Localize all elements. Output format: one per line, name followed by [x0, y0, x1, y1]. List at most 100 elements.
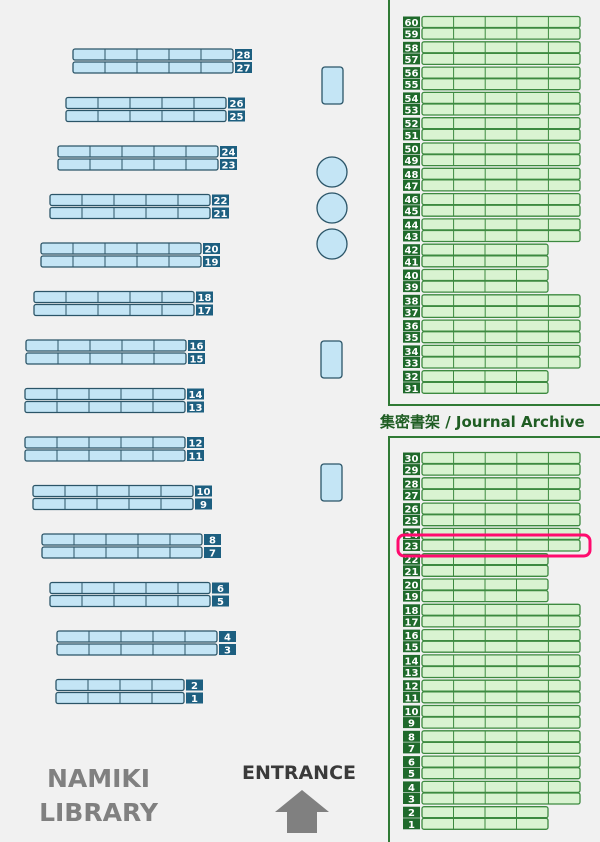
shelf-body[interactable] [421, 27, 581, 40]
shelf-archive-upper-56[interactable] [421, 66, 581, 79]
shelf-archive-upper-47[interactable] [421, 179, 581, 192]
shelf-7[interactable] [41, 546, 203, 559]
shelf-body[interactable] [421, 665, 581, 679]
shelf-body[interactable] [421, 640, 581, 653]
shelf-archive-upper-49[interactable] [421, 153, 581, 167]
shelf-26[interactable] [65, 96, 227, 110]
shelf-28[interactable] [72, 48, 234, 61]
shelf-body[interactable] [65, 109, 227, 123]
shelf-archive-upper-51[interactable] [421, 128, 581, 141]
shelf-archive-upper-35[interactable] [421, 331, 581, 344]
shelf-archive-lower-15[interactable] [421, 640, 581, 653]
shelf-body[interactable] [421, 654, 581, 667]
shelf-body[interactable] [421, 331, 581, 344]
shelf-body[interactable] [421, 730, 581, 743]
shelf-body[interactable] [40, 255, 202, 268]
shelf-archive-lower-3[interactable] [421, 792, 581, 805]
shelf-11[interactable] [24, 449, 186, 462]
shelf-body[interactable] [421, 451, 581, 465]
shelf-body[interactable] [49, 581, 211, 595]
shelf-body[interactable] [33, 290, 195, 304]
shelf-archive-lower-6[interactable] [421, 755, 581, 768]
shelf-13[interactable] [24, 400, 186, 414]
shelf-archive-lower-29[interactable] [421, 463, 581, 476]
shelf-body[interactable] [421, 52, 581, 66]
shelf-archive-upper-33[interactable] [421, 356, 581, 369]
shelf-body[interactable] [24, 449, 186, 462]
shelf-body[interactable] [421, 218, 581, 231]
shelf-archive-upper-34[interactable] [421, 344, 581, 358]
shelf-1[interactable] [55, 691, 185, 705]
shelf-body[interactable] [421, 628, 581, 642]
shelf-body[interactable] [421, 792, 581, 805]
shelf-5[interactable] [49, 594, 211, 608]
shelf-archive-upper-58[interactable] [421, 41, 581, 54]
shelf-body[interactable] [421, 41, 581, 54]
shelf-archive-upper-32[interactable] [421, 370, 549, 383]
shelf-archive-lower-20[interactable] [421, 578, 549, 591]
shelf-body[interactable] [421, 344, 581, 358]
shelf-archive-upper-53[interactable] [421, 103, 581, 116]
shelf-15[interactable] [25, 352, 187, 365]
shelf-body[interactable] [421, 463, 581, 476]
shelf-archive-lower-30[interactable] [421, 451, 581, 465]
shelf-body[interactable] [33, 303, 195, 317]
shelf-3[interactable] [56, 643, 218, 656]
shelf-archive-upper-60[interactable] [421, 15, 581, 29]
shelf-body[interactable] [40, 242, 202, 255]
shelf-archive-lower-25[interactable] [421, 514, 581, 527]
shelf-archive-lower-26[interactable] [421, 502, 581, 515]
shelf-6[interactable] [49, 581, 211, 595]
shelf-body[interactable] [421, 91, 581, 105]
shelf-archive-upper-52[interactable] [421, 117, 581, 130]
shelf-body[interactable] [421, 514, 581, 527]
shelf-archive-upper-40[interactable] [421, 268, 549, 282]
shelf-body[interactable] [421, 305, 581, 319]
shelf-body[interactable] [421, 142, 581, 155]
shelf-27[interactable] [72, 61, 234, 74]
shelf-body[interactable] [421, 603, 581, 616]
shelf-body[interactable] [421, 539, 581, 552]
shelf-body[interactable] [421, 679, 581, 692]
shelf-archive-lower-8[interactable] [421, 730, 581, 743]
shelf-archive-lower-17[interactable] [421, 615, 581, 628]
shelf-body[interactable] [57, 158, 219, 171]
shelf-body[interactable] [49, 206, 211, 220]
shelf-archive-lower-16[interactable] [421, 628, 581, 642]
shelf-body[interactable] [57, 145, 219, 158]
shelf-archive-upper-37[interactable] [421, 305, 581, 319]
shelf-archive-lower-7[interactable] [421, 741, 581, 755]
shelf-12[interactable] [24, 436, 186, 449]
shelf-body[interactable] [24, 387, 186, 401]
shelf-body[interactable] [421, 103, 581, 116]
shelf-body[interactable] [24, 436, 186, 449]
shelf-archive-upper-41[interactable] [421, 255, 549, 268]
shelf-archive-lower-23[interactable] [421, 539, 581, 552]
shelf-archive-lower-1[interactable] [421, 817, 549, 830]
shelf-24[interactable] [57, 145, 219, 158]
shelf-18[interactable] [33, 290, 195, 304]
shelf-archive-lower-14[interactable] [421, 654, 581, 667]
shelf-archive-lower-18[interactable] [421, 603, 581, 616]
shelf-archive-lower-9[interactable] [421, 716, 581, 729]
shelf-archive-lower-19[interactable] [421, 589, 549, 603]
shelf-archive-lower-4[interactable] [421, 780, 581, 794]
shelf-body[interactable] [25, 352, 187, 365]
shelf-body[interactable] [56, 630, 218, 643]
shelf-body[interactable] [421, 167, 581, 180]
shelf-body[interactable] [421, 15, 581, 29]
shelf-body[interactable] [72, 61, 234, 74]
shelf-archive-lower-5[interactable] [421, 767, 581, 780]
shelf-body[interactable] [56, 643, 218, 656]
shelf-archive-upper-59[interactable] [421, 27, 581, 40]
shelf-body[interactable] [32, 484, 194, 498]
shelf-body[interactable] [421, 704, 581, 718]
shelf-14[interactable] [24, 387, 186, 401]
shelf-body[interactable] [49, 193, 211, 207]
shelf-body[interactable] [41, 533, 203, 546]
shelf-body[interactable] [421, 477, 581, 490]
shelf-20[interactable] [40, 242, 202, 255]
shelf-archive-upper-54[interactable] [421, 91, 581, 105]
shelf-archive-upper-39[interactable] [421, 280, 549, 293]
shelf-body[interactable] [421, 741, 581, 755]
